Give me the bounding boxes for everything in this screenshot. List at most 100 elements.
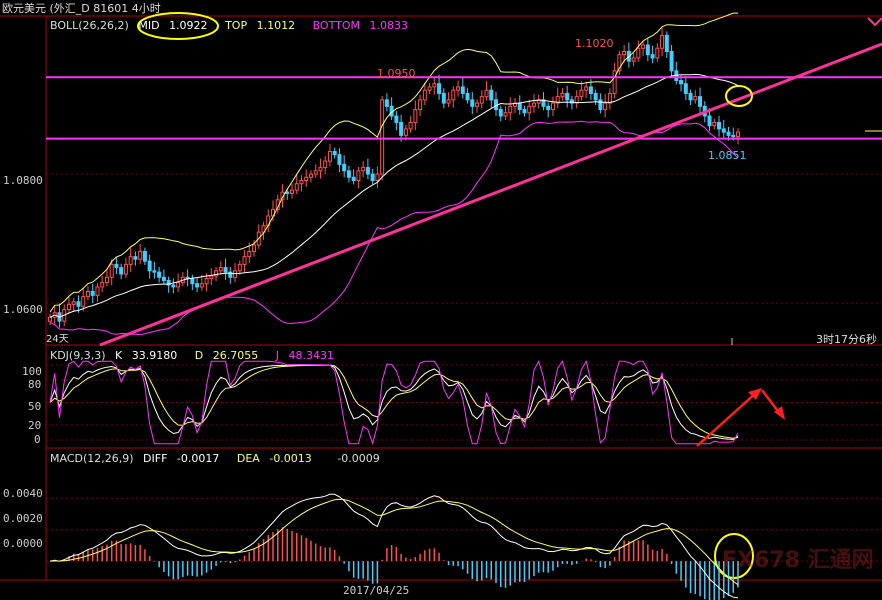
boll-top-line bbox=[49, 12, 738, 313]
candle-body bbox=[603, 102, 608, 111]
candle-body bbox=[565, 92, 570, 101]
candle-body bbox=[555, 96, 560, 104]
candle-body bbox=[323, 160, 328, 169]
candle-body bbox=[375, 173, 380, 182]
kdj-tick-50: 50 bbox=[28, 400, 42, 413]
candle-body bbox=[645, 44, 650, 56]
candle-body bbox=[660, 34, 665, 49]
candle-body bbox=[195, 283, 200, 288]
period-label: 24天 bbox=[46, 334, 69, 345]
kdj-d-value: 26.7055 bbox=[212, 349, 259, 362]
candle-body bbox=[441, 92, 446, 104]
candle-body bbox=[688, 92, 693, 101]
title-text: 欧元美元 (外汇_D 81601 4小时 bbox=[2, 2, 161, 15]
candle-body bbox=[247, 250, 252, 258]
candle-body bbox=[365, 167, 370, 175]
candle-body bbox=[460, 86, 465, 94]
kdj-indicator-name: KDJ(9,3,3) bbox=[50, 349, 106, 362]
kdj-tick-100: 100 bbox=[22, 365, 42, 378]
candle-body bbox=[612, 70, 617, 94]
arrow-up-head bbox=[748, 388, 762, 400]
candle-body bbox=[560, 92, 565, 98]
candle-body bbox=[204, 278, 209, 285]
price-tick-2: 1.0600 bbox=[3, 303, 43, 316]
candle-body bbox=[81, 296, 86, 307]
boll-top-value: 1.1012 bbox=[256, 19, 296, 32]
candle-body bbox=[346, 170, 351, 178]
candle-body bbox=[237, 263, 242, 272]
candle-body bbox=[138, 250, 143, 260]
candle-body bbox=[66, 303, 71, 311]
candle-body bbox=[437, 83, 442, 94]
candle-body bbox=[588, 86, 593, 94]
candle-body bbox=[261, 225, 266, 233]
price-tick-1: 1.0800 bbox=[3, 174, 43, 187]
candle-body bbox=[503, 112, 508, 117]
boll-mid-value: 1.0922 bbox=[169, 19, 208, 32]
x-axis-date: 2017/04/25 bbox=[343, 584, 410, 597]
candle-body bbox=[636, 47, 641, 59]
candle-body bbox=[128, 256, 133, 265]
boll-bottom-line bbox=[49, 120, 739, 336]
candle-body bbox=[712, 121, 717, 127]
candle-body bbox=[446, 99, 451, 104]
candle-body bbox=[299, 180, 304, 185]
candle-body bbox=[394, 115, 399, 123]
macd-dea-label: DEA bbox=[236, 452, 260, 465]
candle-body bbox=[418, 99, 423, 111]
candle-body bbox=[508, 105, 513, 114]
annotation-high-1: 1.0950 bbox=[377, 67, 416, 80]
candle-body bbox=[342, 163, 347, 172]
kdj-tick-80: 80 bbox=[28, 378, 42, 391]
candle-body bbox=[218, 267, 223, 272]
candle-body bbox=[90, 290, 95, 296]
candle-body bbox=[327, 150, 332, 162]
candle-body bbox=[517, 102, 522, 111]
candle-body bbox=[48, 316, 52, 322]
candle-body bbox=[332, 150, 337, 156]
candle-body bbox=[413, 109, 418, 123]
candle-body bbox=[584, 86, 589, 91]
candle-body bbox=[95, 286, 100, 296]
candle-body bbox=[399, 121, 404, 136]
candle-body bbox=[147, 260, 152, 272]
candle-body bbox=[427, 86, 432, 91]
kdj-d-label: D bbox=[194, 349, 204, 362]
kdj-d-line bbox=[49, 364, 739, 439]
candle-body bbox=[456, 86, 461, 91]
candle-body bbox=[370, 173, 375, 182]
candle-body bbox=[617, 54, 622, 72]
window-title: 欧元美元 (外汇_D 81601 4小时 bbox=[2, 2, 161, 15]
boll-mid-label: MID bbox=[138, 19, 160, 32]
arrow-down-head bbox=[774, 406, 785, 420]
kdj-j-value: 48.3431 bbox=[288, 349, 334, 362]
candle-body bbox=[731, 134, 736, 138]
candle-body bbox=[622, 50, 627, 56]
candle-body bbox=[465, 92, 470, 101]
candle-body bbox=[361, 167, 366, 172]
candle-body bbox=[289, 189, 294, 194]
candle-body bbox=[228, 271, 233, 278]
candle-body bbox=[152, 270, 157, 273]
candle-body bbox=[498, 109, 503, 117]
candle-body bbox=[541, 99, 546, 107]
boll-top-label: TOP bbox=[225, 19, 248, 32]
arrow-up-line bbox=[696, 391, 758, 447]
candle-body bbox=[199, 283, 204, 288]
candle-body bbox=[631, 57, 636, 62]
candle-body bbox=[679, 80, 684, 85]
candle-body bbox=[142, 250, 147, 262]
macd-indicator-name: MACD(12,26,9) bbox=[50, 452, 134, 465]
macd-tick-3: 0.0000 bbox=[3, 537, 43, 550]
candle-body bbox=[522, 109, 527, 114]
candle-body bbox=[351, 176, 356, 181]
candle-body bbox=[100, 281, 105, 288]
kdj-k-line bbox=[49, 364, 739, 440]
kdj-header: KDJ(9,3,3) K 33.9180 D 26.7055 J 48.3431 bbox=[50, 349, 334, 362]
candle-body bbox=[308, 173, 313, 178]
candle-body bbox=[280, 191, 285, 201]
macd-value: -0.0009 bbox=[337, 452, 380, 465]
candle-body bbox=[104, 276, 109, 283]
countdown-label: 3时17分6秒 bbox=[816, 333, 877, 346]
